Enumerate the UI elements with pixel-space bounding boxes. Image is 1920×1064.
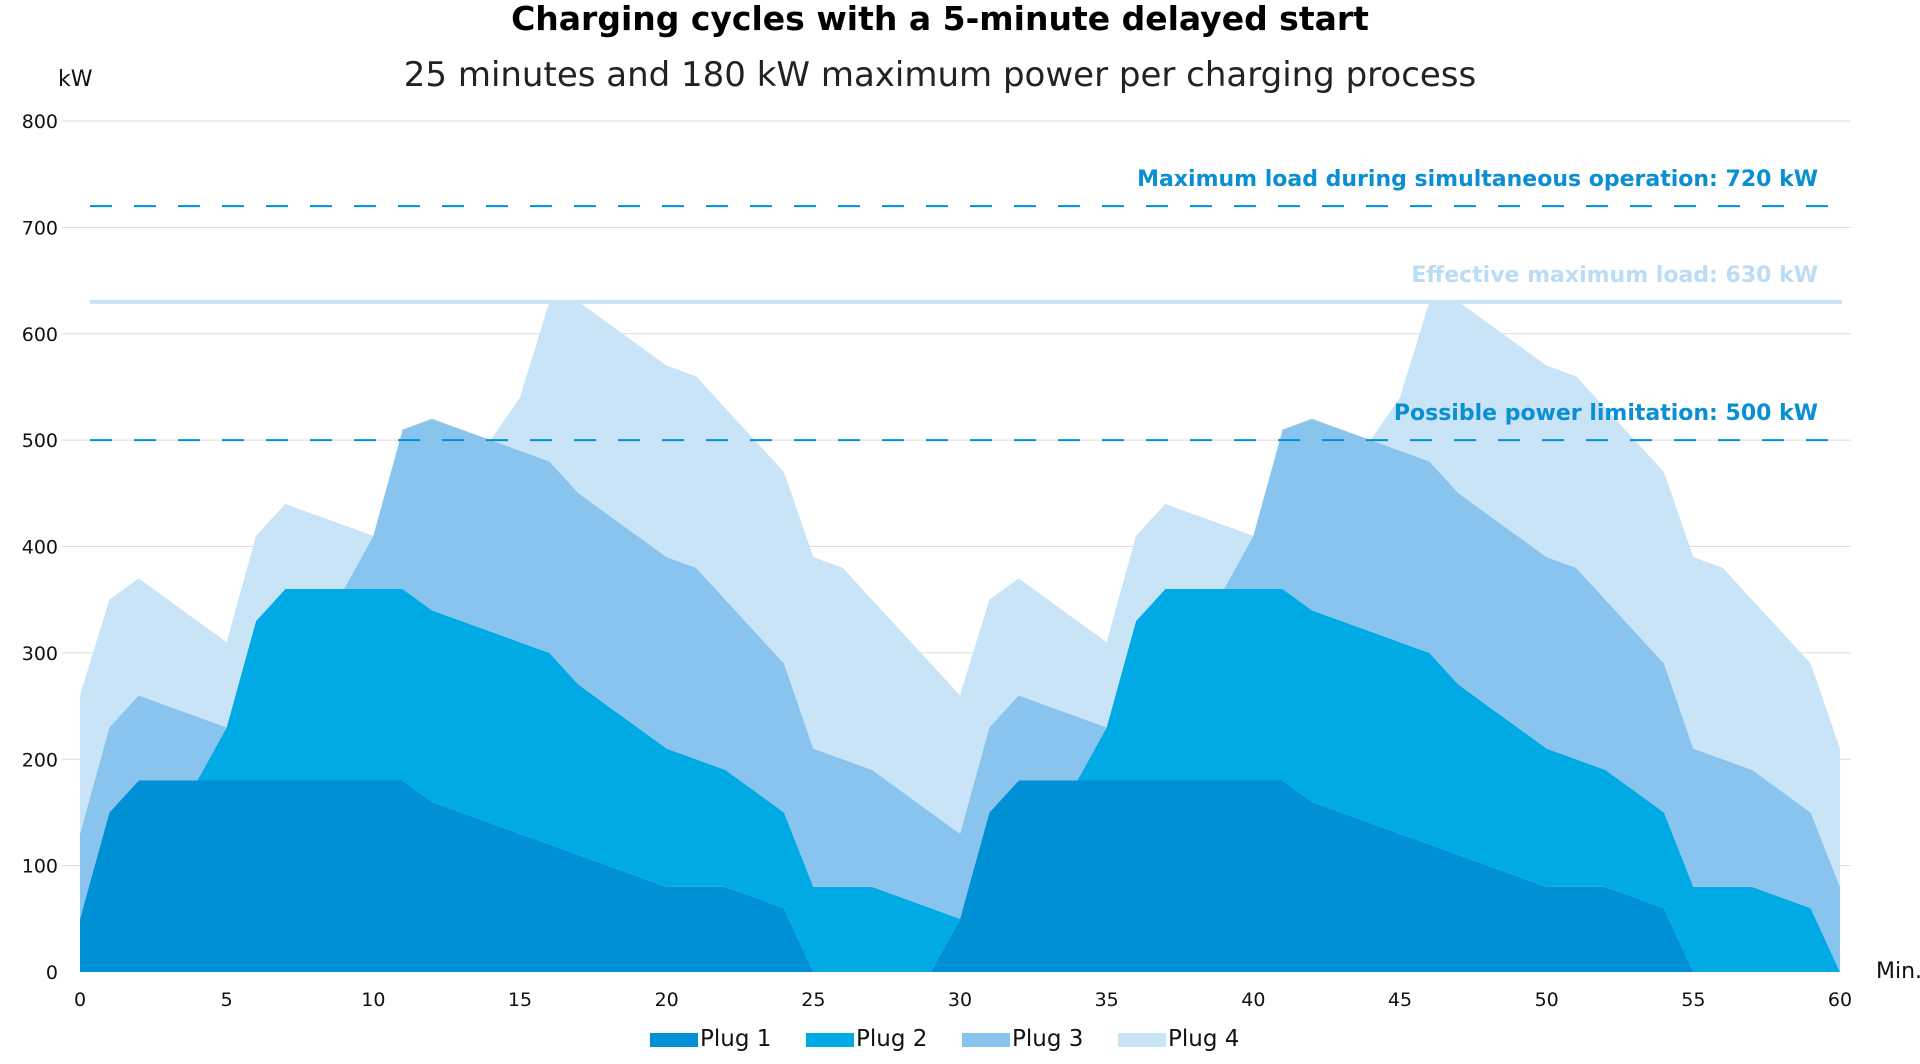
legend-label-plug-4: Plug 4 [1168,1026,1239,1052]
y-tick-400: 400 [22,537,58,559]
legend-swatch-plug-4 [1118,1033,1166,1047]
x-tick-55: 55 [1681,989,1705,1011]
y-tick-800: 800 [22,111,58,133]
x-tick-15: 15 [508,989,532,1011]
area-plug-4 [80,301,1840,887]
area-plug-2 [80,589,1840,972]
chart-title: Charging cycles with a 5-minute delayed … [511,0,1369,38]
area-plug-1 [80,780,1840,972]
stacked-areas [80,301,1840,973]
legend: Plug 1 Plug 2 Plug 3 Plug 4 [650,1026,1239,1052]
x-tick-60: 60 [1828,989,1852,1011]
x-tick-labels: 0 5 10 15 20 25 30 35 40 45 50 55 60 [74,989,1852,1011]
reference-label-630: Effective maximum load: 630 kW [1411,263,1818,288]
y-tick-0: 0 [46,962,58,984]
reference-lines: Maximum load during simultaneous operati… [90,167,1842,442]
reference-label-500: Possible power limitation: 500 kW [1394,401,1818,426]
legend-label-plug-2: Plug 2 [856,1026,927,1052]
x-tick-10: 10 [361,989,385,1011]
y-tick-600: 600 [22,324,58,346]
y-tick-700: 700 [22,217,58,239]
y-axis-label: kW [58,67,93,92]
legend-swatch-plug-3 [962,1033,1010,1047]
legend-swatch-plug-1 [650,1033,698,1047]
x-tick-0: 0 [74,989,86,1011]
y-tick-100: 100 [22,856,58,878]
reference-label-720: Maximum load during simultaneous operati… [1137,167,1818,192]
legend-label-plug-1: Plug 1 [700,1026,771,1052]
x-tick-25: 25 [801,989,825,1011]
x-tick-50: 50 [1535,989,1559,1011]
x-tick-45: 45 [1388,989,1412,1011]
legend-label-plug-3: Plug 3 [1012,1026,1083,1052]
legend-swatch-plug-2 [806,1033,854,1047]
area-plug-3 [80,418,1840,973]
y-tick-300: 300 [22,643,58,665]
x-tick-30: 30 [948,989,972,1011]
x-tick-5: 5 [221,989,233,1011]
chart-subtitle: 25 minutes and 180 kW maximum power per … [404,55,1476,95]
x-tick-35: 35 [1095,989,1119,1011]
x-tick-20: 20 [655,989,679,1011]
y-tick-500: 500 [22,430,58,452]
y-tick-labels: 0 100 200 300 400 500 600 700 800 [22,111,58,984]
y-tick-200: 200 [22,749,58,771]
x-axis-label: Min. [1876,959,1920,984]
x-tick-40: 40 [1241,989,1265,1011]
